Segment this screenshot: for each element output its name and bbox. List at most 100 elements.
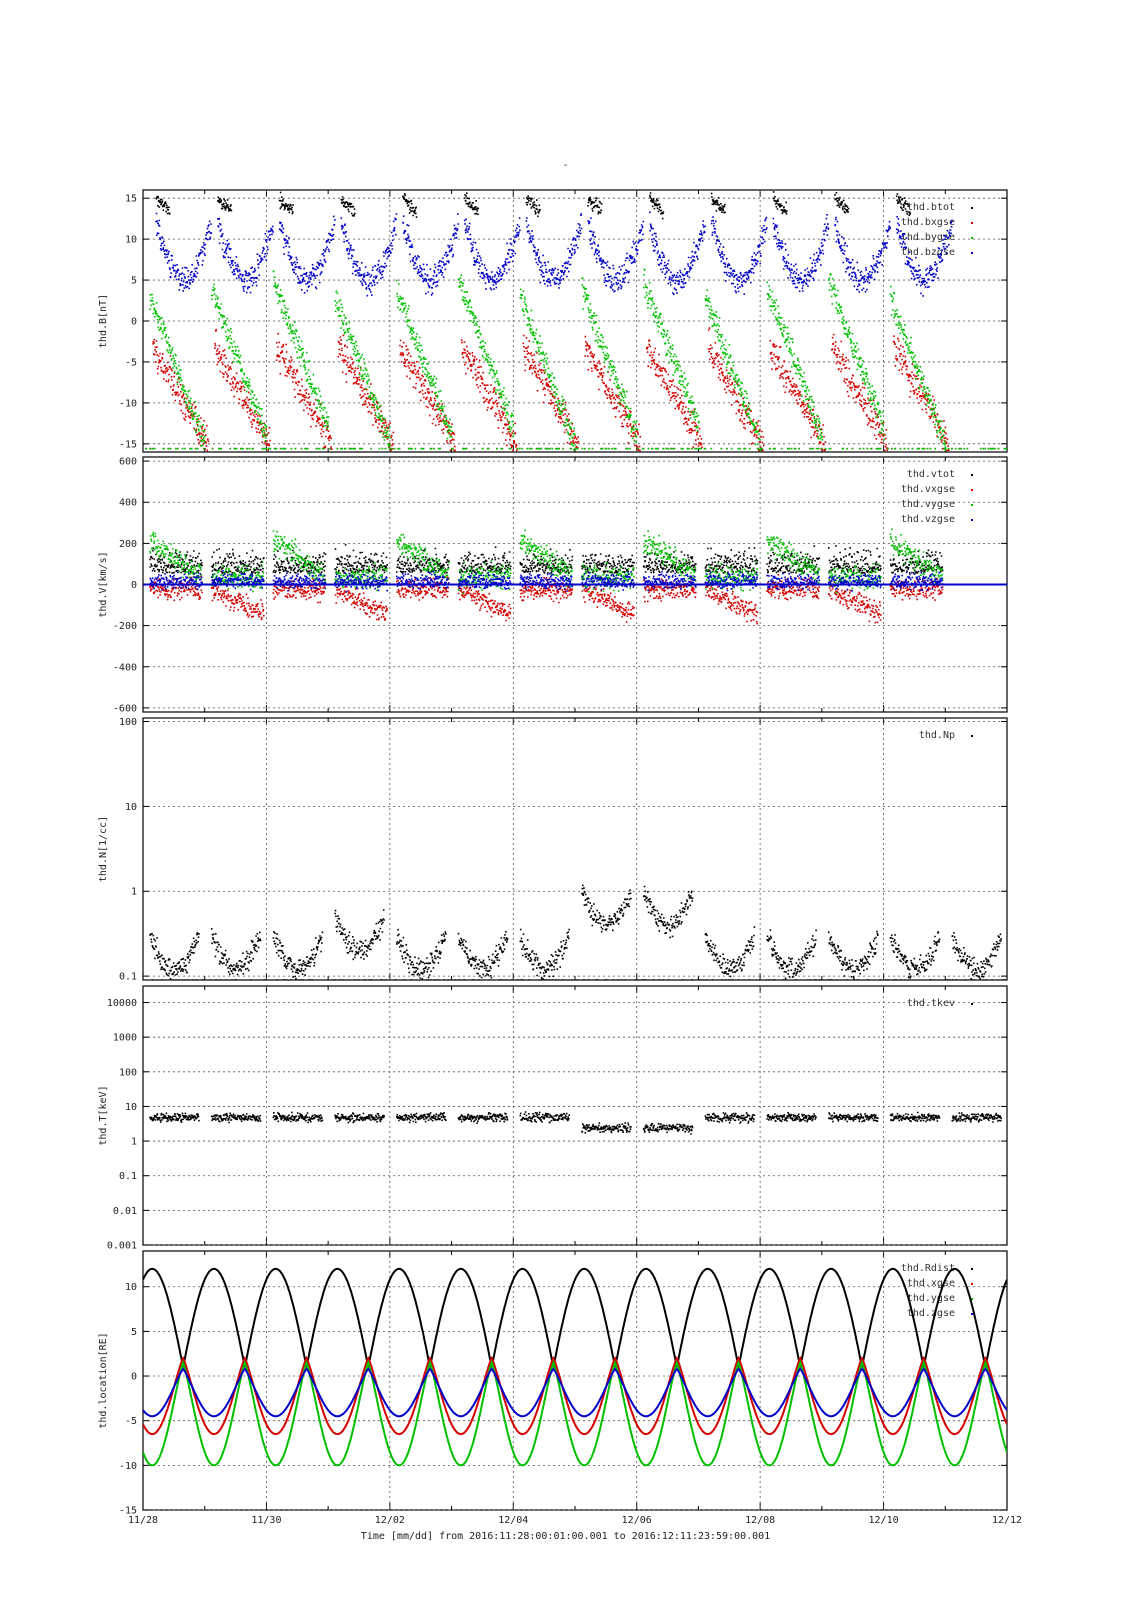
legend-marker (971, 222, 973, 224)
legend-label: thd.bxgse (901, 217, 955, 228)
y-tick-label: -10 (119, 1461, 137, 1472)
x-tick-label: 12/06 (622, 1515, 652, 1526)
y-axis-label: thd.N[1/cc] (98, 816, 109, 882)
panel-1: 15 10 5 0 -5 -10 -15 thd.B[nT] thd.btot thd.bxgse… (98, 189, 1008, 453)
y-tick-label: -5 (125, 1416, 137, 1427)
ygse-line (143, 1359, 1007, 1467)
y-axis-label: thd.location[RE] (98, 1332, 109, 1428)
tkev-points (149, 1111, 1002, 1135)
legend-marker (971, 474, 973, 476)
y-tick-label: -5 (125, 357, 137, 368)
x-tick-label: 12/02 (375, 1515, 405, 1526)
y-axis-label: thd.V[km/s] (98, 551, 109, 617)
vzgse-points (149, 570, 944, 593)
y-tick-label: 0 (131, 580, 137, 591)
legend-label: thd.ygse (907, 1293, 955, 1304)
series-points (143, 1267, 1007, 1467)
y-tick-label: -10 (119, 398, 137, 409)
bzgse-points (155, 211, 953, 297)
y-tick-label: 600 (119, 457, 137, 468)
y-tick-label: -600 (113, 703, 137, 714)
legend-marker (971, 237, 973, 239)
np-points (149, 884, 1006, 980)
legend-marker (971, 1003, 973, 1005)
Rdist-line (143, 1267, 1007, 1368)
y-axis-label: thd.B[nT] (98, 294, 109, 348)
legend-label: thd.Rdist (901, 1263, 955, 1274)
panel-5: 10 5 0 -5 -10 -15 thd.location[RE] thd.Rdist thd… (98, 1250, 1022, 1526)
legend-marker (971, 1298, 973, 1300)
series-points (145, 191, 1007, 452)
legend-label: thd.xgse (907, 1278, 955, 1289)
panel-frame (142, 1250, 1008, 1511)
y-tick-label: 15 (125, 194, 137, 205)
panel-3: 100 10 1 0.1 thd.N[1/cc] thd.Np (98, 717, 1008, 983)
legend-label: thd.tkev (907, 998, 955, 1009)
y-tick-label: 10000 (107, 998, 137, 1009)
y-tick-label: -15 (119, 439, 137, 450)
y-tick-label: 400 (119, 498, 137, 509)
y-tick-label: 1 (131, 887, 137, 898)
series-points (143, 528, 1007, 625)
panel-4: 10000 1000 100 10 1 0.1 0.01 0.001 thd.T[keV] thd… (98, 985, 1008, 1252)
legend-marker (971, 1313, 973, 1315)
legend-label: thd.vygse (901, 499, 955, 510)
y-tick-label: 0.001 (107, 1241, 137, 1252)
panel-frame (142, 985, 1008, 1246)
series-points (149, 884, 1006, 980)
legend-marker (971, 735, 973, 737)
legend-label: thd.vtot (907, 469, 955, 480)
figure-title: - (562, 160, 569, 171)
y-tick-label: 0 (131, 1372, 137, 1383)
legend-label: thd.vzgse (901, 514, 955, 525)
bxgse-points (145, 327, 1007, 452)
y-axis-label: thd.T[keV] (98, 1085, 109, 1145)
y-tick-label: 1000 (113, 1033, 137, 1044)
bygse-points (145, 268, 1007, 452)
x-tick-label: 12/08 (745, 1515, 775, 1526)
y-tick-label: 10 (125, 1282, 137, 1293)
legend-label: thd.Np (919, 730, 955, 741)
y-tick-label: 10 (125, 1102, 137, 1113)
y-tick-label: 0 (131, 317, 137, 328)
xgse-line (143, 1355, 1007, 1436)
y-tick-label: 0.1 (119, 972, 137, 983)
x-tick-label: 12/12 (992, 1515, 1022, 1526)
y-tick-label: 1 (131, 1137, 137, 1148)
legend-label: thd.bzgse (901, 247, 955, 258)
legend-marker (971, 1283, 973, 1285)
x-tick-label: 12/10 (869, 1515, 899, 1526)
y-tick-label: 0.01 (113, 1206, 137, 1217)
y-tick-label: 0.1 (119, 1171, 137, 1182)
y-tick-label: 200 (119, 539, 137, 550)
legend-marker (971, 519, 973, 521)
y-tick-label: -400 (113, 662, 137, 673)
legend-marker (971, 1268, 973, 1270)
time-axis-label: Time [mm/dd] from 2016:11:28:00:01:00.00… (360, 1531, 771, 1542)
y-tick-label: 5 (131, 1327, 137, 1338)
legend-label: thd.vxgse (901, 484, 955, 495)
panel-frame (142, 717, 1008, 981)
x-tick-label: 11/30 (251, 1515, 281, 1526)
y-tick-label: 10 (125, 235, 137, 246)
legend-marker (971, 504, 973, 506)
x-tick-label: 12/04 (498, 1515, 528, 1526)
legend-label: thd.zgse (907, 1308, 955, 1319)
y-tick-label: 5 (131, 276, 137, 287)
x-tick-label: 11/28 (128, 1515, 158, 1526)
y-tick-label: 100 (119, 1067, 137, 1078)
legend-marker (971, 489, 973, 491)
series-points (149, 1111, 1002, 1135)
y-tick-label: 10 (125, 802, 137, 813)
legend-label: thd.bygse (901, 232, 955, 243)
legend-marker (971, 252, 973, 254)
y-tick-label: 100 (119, 717, 137, 728)
y-tick-label: -15 (119, 1506, 137, 1517)
vtot-points (149, 543, 944, 574)
zgse-line (143, 1367, 1007, 1418)
legend-label: thd.btot (907, 202, 955, 213)
panel-2: 600 400 200 0 -200 -400 -600 thd.V[km/s] thd.vto… (98, 456, 1008, 714)
btot-points (155, 191, 912, 220)
vxgse-points (149, 574, 944, 625)
